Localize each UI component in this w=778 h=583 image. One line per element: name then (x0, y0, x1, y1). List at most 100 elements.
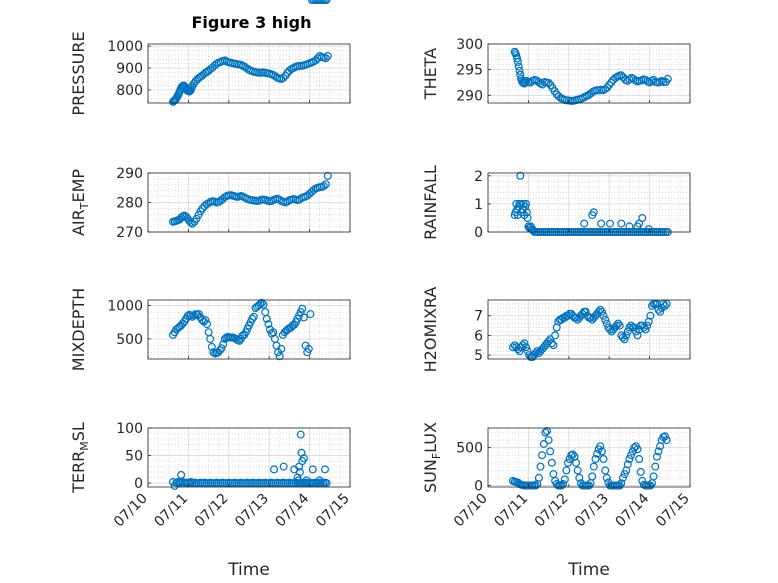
data-point (219, 340, 228, 349)
data-point (601, 315, 610, 324)
data-point (638, 214, 647, 223)
data-point (541, 428, 550, 437)
x-tick-label: 07/10 (111, 491, 151, 531)
data-point (597, 307, 606, 316)
data-point (285, 66, 294, 75)
data-point (654, 447, 663, 456)
chart-panel-1: 800 900 1000 PRESSURE (69, 31, 351, 116)
data-point (547, 339, 556, 348)
y-tick-label: 300 (456, 37, 483, 53)
axes-box (147, 427, 351, 488)
data-point (593, 449, 602, 458)
y-tick-label: 900 (116, 61, 143, 77)
data-point (304, 344, 313, 353)
data-point (651, 462, 660, 471)
data-point (586, 89, 595, 98)
x-tick-label: 07/11 (491, 491, 531, 531)
x-tick-label: 07/15 (653, 491, 693, 531)
y-axis-label-part: AIR (69, 209, 88, 236)
chart-panel-8: 0 500 SUNFLUX 07/10 07/11 07/12 07/13 07/14 07/1… (421, 422, 693, 580)
y-axis-label: MIXDEPTH (69, 288, 88, 371)
data-point (321, 180, 330, 189)
data-point (641, 325, 650, 334)
chart-panel-6: 5 6 7 H2OMIXRA (421, 287, 691, 373)
y-axis-label: SUNFLUX (421, 422, 443, 493)
y-tick-label: 500 (116, 332, 143, 348)
y-tick-label: 290 (116, 166, 143, 182)
axes-box (487, 172, 691, 233)
axes-box (147, 299, 351, 360)
data-point (509, 343, 518, 352)
data-point (652, 452, 661, 461)
data-point (605, 80, 614, 89)
data-point (544, 78, 553, 87)
data-point (663, 74, 672, 83)
y-axis-label-part: TERR (69, 451, 88, 494)
data-point (625, 222, 634, 231)
data-point (573, 466, 582, 475)
data-point (188, 219, 197, 228)
data-point (641, 75, 650, 84)
x-tick-label: 07/12 (532, 491, 572, 531)
data-point (536, 462, 545, 471)
data-point (589, 462, 598, 471)
y-axis-label-subscript: F (430, 453, 443, 459)
y-tick-label: 1 (474, 197, 483, 213)
axes-box (487, 299, 691, 360)
y-tick-label: 5 (474, 348, 483, 364)
y-tick-label: 500 (456, 441, 483, 457)
data-point (186, 218, 195, 227)
x-tick-label: 07/14 (273, 490, 313, 530)
chart-panel-3: 270 280 290 AIRTEMP (69, 166, 351, 241)
data-point (538, 451, 547, 460)
y-axis-label: THETA (421, 48, 440, 100)
data-point (646, 481, 655, 490)
data-point (315, 476, 324, 485)
data-point (601, 85, 610, 94)
data-point (662, 299, 671, 308)
data-point (580, 219, 589, 228)
data-point (644, 225, 653, 234)
data-point (270, 465, 279, 474)
data-point (643, 321, 652, 330)
y-tick-label: 0 (474, 225, 483, 241)
figure-title: Figure 3 high (191, 13, 312, 32)
data-point (623, 460, 632, 469)
data-point (544, 436, 553, 445)
y-axis-label: H2OMIXRA (421, 287, 440, 373)
data-point (521, 343, 530, 352)
data-point (554, 92, 563, 101)
data-point (649, 472, 658, 481)
y-axis-label: AIRTEMP (69, 169, 91, 236)
data-point (534, 473, 543, 482)
data-point (177, 470, 186, 479)
axes-box (487, 427, 691, 488)
data-point (581, 307, 590, 316)
data-point (323, 51, 332, 60)
y-axis-label-subscript: M (78, 441, 91, 451)
data-point (192, 214, 201, 223)
data-point (321, 54, 330, 63)
data-point (264, 320, 273, 329)
data-point (601, 466, 610, 475)
y-axis-label-part: SUN (421, 459, 440, 493)
chart-panel-2: 290 295 300 THETA (421, 37, 691, 105)
y-axis-label-part: SL (69, 422, 88, 441)
data-point (617, 71, 626, 80)
data-point (626, 451, 635, 460)
y-tick-label: 6 (474, 328, 483, 344)
data-point (612, 321, 621, 330)
data-point (279, 462, 288, 471)
data-point (635, 455, 644, 464)
data-point (563, 458, 572, 467)
data-point (636, 467, 645, 476)
data-point (591, 455, 600, 464)
data-point (572, 458, 581, 467)
data-point (615, 481, 624, 490)
data-point (617, 219, 626, 228)
x-tick-label: 07/12 (192, 491, 232, 531)
data-point (622, 331, 631, 340)
data-point (614, 319, 623, 328)
data-point (186, 478, 195, 487)
data-point (656, 307, 665, 316)
